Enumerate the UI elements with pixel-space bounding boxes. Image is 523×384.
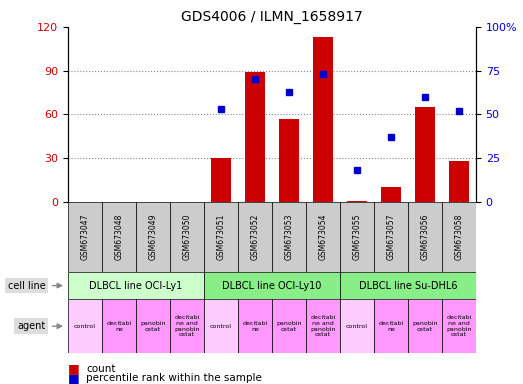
Text: GSM673051: GSM673051: [217, 214, 225, 260]
Text: GSM673053: GSM673053: [285, 214, 293, 260]
Bar: [374, 202, 408, 272]
Text: GSM673054: GSM673054: [319, 214, 327, 260]
Bar: [102, 299, 136, 353]
Bar: [204, 272, 340, 299]
Bar: [381, 187, 401, 202]
Bar: [68, 202, 102, 272]
Bar: [340, 202, 374, 272]
Text: control: control: [346, 324, 368, 329]
Bar: [279, 119, 299, 202]
Text: decitabi
ne: decitabi ne: [378, 321, 404, 332]
Text: decitabi
ne and
panobin
ostat: decitabi ne and panobin ostat: [310, 315, 336, 338]
Text: percentile rank within the sample: percentile rank within the sample: [86, 373, 262, 383]
Text: DLBCL line Su-DHL6: DLBCL line Su-DHL6: [359, 281, 457, 291]
Bar: [136, 299, 170, 353]
Bar: [340, 272, 476, 299]
Bar: [136, 202, 170, 272]
Bar: [170, 299, 204, 353]
Bar: [442, 299, 476, 353]
Text: decitabi
ne: decitabi ne: [106, 321, 132, 332]
Bar: [347, 200, 367, 202]
Text: control: control: [74, 324, 96, 329]
Title: GDS4006 / ILMN_1658917: GDS4006 / ILMN_1658917: [181, 10, 363, 25]
Text: ■: ■: [68, 372, 79, 384]
Bar: [204, 202, 238, 272]
Bar: [449, 161, 469, 202]
Text: panobin
ostat: panobin ostat: [412, 321, 438, 332]
Text: GSM673047: GSM673047: [81, 214, 89, 260]
Text: panobin
ostat: panobin ostat: [140, 321, 166, 332]
Bar: [102, 202, 136, 272]
Text: panobin
ostat: panobin ostat: [276, 321, 302, 332]
Bar: [408, 202, 442, 272]
Bar: [68, 299, 102, 353]
Text: decitabi
ne: decitabi ne: [242, 321, 268, 332]
Bar: [408, 299, 442, 353]
Text: GSM673050: GSM673050: [183, 214, 191, 260]
Bar: [204, 299, 238, 353]
Text: decitabi
ne and
panobin
ostat: decitabi ne and panobin ostat: [446, 315, 472, 338]
Bar: [68, 272, 204, 299]
Bar: [211, 158, 231, 202]
Text: GSM673058: GSM673058: [454, 214, 463, 260]
Text: count: count: [86, 364, 116, 374]
Text: DLBCL line OCI-Ly10: DLBCL line OCI-Ly10: [222, 281, 322, 291]
Text: GSM673056: GSM673056: [420, 214, 429, 260]
Bar: [245, 72, 265, 202]
Bar: [340, 299, 374, 353]
Text: cell line: cell line: [8, 281, 46, 291]
Text: control: control: [210, 324, 232, 329]
Text: agent: agent: [17, 321, 46, 331]
Text: GSM673052: GSM673052: [251, 214, 259, 260]
Bar: [306, 299, 340, 353]
Text: GSM673049: GSM673049: [149, 214, 157, 260]
Bar: [238, 202, 272, 272]
Bar: [272, 299, 306, 353]
Bar: [170, 202, 204, 272]
Bar: [374, 299, 408, 353]
Text: DLBCL line OCI-Ly1: DLBCL line OCI-Ly1: [89, 281, 183, 291]
Bar: [306, 202, 340, 272]
Bar: [238, 299, 272, 353]
Text: GSM673057: GSM673057: [386, 214, 395, 260]
Text: GSM673048: GSM673048: [115, 214, 123, 260]
Bar: [313, 37, 333, 202]
Bar: [415, 107, 435, 202]
Text: ■: ■: [68, 362, 79, 375]
Text: GSM673055: GSM673055: [353, 214, 361, 260]
Text: decitabi
ne and
panobin
ostat: decitabi ne and panobin ostat: [174, 315, 200, 338]
Bar: [272, 202, 306, 272]
Bar: [442, 202, 476, 272]
